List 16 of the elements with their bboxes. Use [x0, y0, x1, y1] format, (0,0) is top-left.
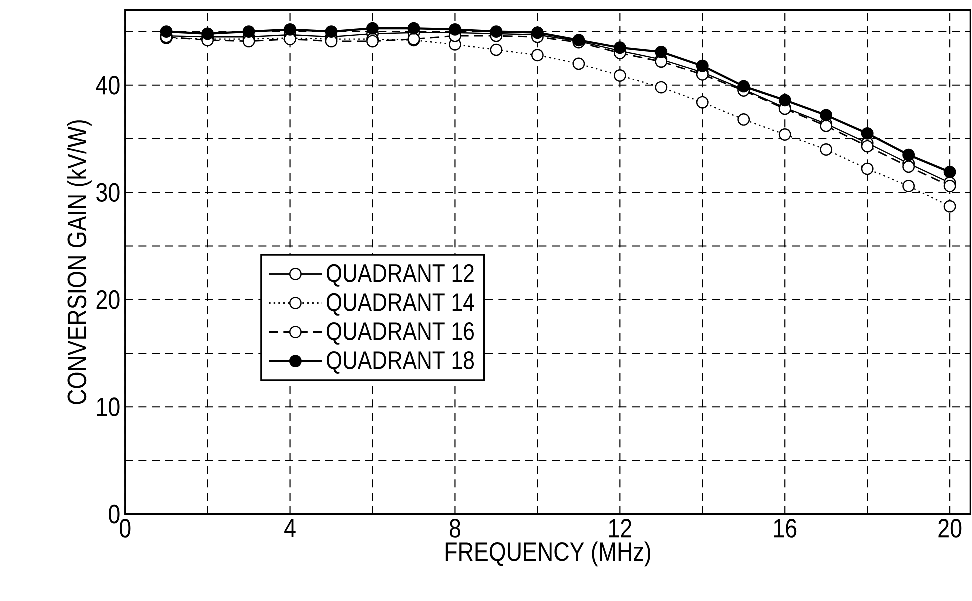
legend-label: QUADRANT 16	[326, 322, 474, 345]
y-tick-label: 40	[96, 76, 120, 95]
x-tick-label: 12	[609, 519, 632, 538]
y-tick-label: 20	[96, 290, 120, 310]
legend-label: QUADRANT 12	[326, 264, 474, 287]
y-tick-label: 30	[96, 183, 120, 202]
y-tick-label: 10	[97, 398, 120, 417]
legend-label: QUADRANT 18	[326, 351, 474, 374]
x-axis-title: FREQUENCY (MHz)	[446, 542, 650, 567]
legend-label: QUADRANT 14	[326, 293, 474, 316]
x-tick-label: 4	[284, 519, 296, 538]
x-tick-label: 16	[774, 519, 797, 538]
y-tick-label: 0	[109, 504, 120, 524]
x-tick-label: 8	[450, 519, 460, 538]
y-axis-title: CONVERSION GAIN (kV/W)	[67, 120, 92, 404]
x-tick-label: 20	[938, 519, 962, 538]
